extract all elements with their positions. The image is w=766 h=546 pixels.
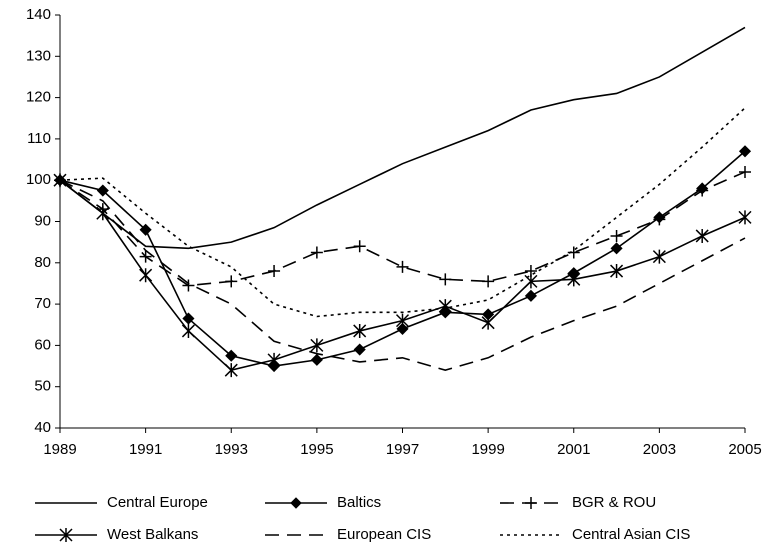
legend-marker bbox=[290, 497, 302, 509]
x-tick-label: 2005 bbox=[728, 441, 761, 458]
legend-label: European CIS bbox=[337, 526, 431, 543]
legend-marker bbox=[525, 497, 537, 509]
marker bbox=[353, 343, 366, 356]
legend-label: West Balkans bbox=[107, 526, 198, 543]
marker bbox=[139, 250, 152, 263]
x-tick-label: 2003 bbox=[643, 441, 676, 458]
marker bbox=[696, 184, 709, 197]
series-line bbox=[59, 107, 746, 318]
marker bbox=[482, 275, 495, 288]
marker bbox=[653, 213, 666, 226]
y-tick-label: 90 bbox=[34, 212, 51, 229]
y-tick-label: 120 bbox=[26, 89, 51, 106]
marker bbox=[652, 249, 666, 264]
marker bbox=[182, 279, 195, 292]
marker bbox=[96, 184, 109, 197]
legend-label: Central Europe bbox=[107, 494, 208, 511]
marker bbox=[567, 272, 581, 287]
x-tick-label: 1995 bbox=[300, 441, 333, 458]
x-tick-label: 1997 bbox=[386, 441, 419, 458]
marker bbox=[481, 315, 495, 330]
y-tick-label: 110 bbox=[27, 130, 51, 147]
y-tick-label: 140 bbox=[26, 6, 51, 23]
marker bbox=[139, 268, 153, 283]
series-line bbox=[59, 26, 746, 250]
y-tick-label: 100 bbox=[26, 171, 51, 188]
marker bbox=[610, 264, 624, 279]
series-line bbox=[59, 179, 746, 372]
marker bbox=[139, 223, 152, 236]
y-tick-label: 40 bbox=[34, 419, 51, 436]
marker bbox=[610, 242, 623, 255]
marker bbox=[396, 322, 409, 335]
marker bbox=[395, 313, 410, 328]
marker bbox=[353, 323, 367, 338]
series-line bbox=[59, 179, 746, 372]
marker bbox=[353, 240, 366, 253]
marker bbox=[310, 353, 323, 366]
marker bbox=[739, 165, 751, 178]
x-tick-label: 1989 bbox=[43, 441, 76, 458]
y-tick-label: 50 bbox=[34, 378, 51, 395]
legend-label: Central Asian CIS bbox=[572, 526, 690, 543]
marker bbox=[439, 273, 452, 286]
marker bbox=[224, 363, 238, 378]
marker bbox=[738, 145, 752, 158]
legend-label: BGR & ROU bbox=[572, 494, 656, 511]
marker bbox=[225, 349, 238, 362]
legend-marker bbox=[59, 528, 73, 542]
y-tick-label: 80 bbox=[34, 254, 51, 271]
marker bbox=[310, 338, 324, 353]
marker bbox=[610, 229, 623, 242]
marker bbox=[695, 228, 709, 243]
marker bbox=[267, 352, 281, 367]
marker bbox=[738, 210, 752, 225]
marker bbox=[182, 312, 195, 325]
x-tick-label: 2001 bbox=[557, 441, 590, 458]
y-tick-label: 130 bbox=[26, 47, 51, 64]
marker bbox=[225, 275, 238, 288]
x-tick-label: 1991 bbox=[129, 441, 162, 458]
x-tick-label: 1999 bbox=[471, 441, 504, 458]
x-tick-label: 1993 bbox=[215, 441, 248, 458]
legend-label: Baltics bbox=[337, 494, 381, 511]
y-tick-label: 60 bbox=[34, 336, 51, 353]
marker bbox=[181, 323, 195, 338]
marker bbox=[396, 260, 409, 273]
marker bbox=[524, 289, 537, 302]
marker bbox=[438, 299, 452, 314]
marker bbox=[268, 265, 281, 278]
y-tick-label: 70 bbox=[34, 295, 51, 312]
marker bbox=[310, 246, 323, 259]
marker bbox=[96, 206, 110, 221]
